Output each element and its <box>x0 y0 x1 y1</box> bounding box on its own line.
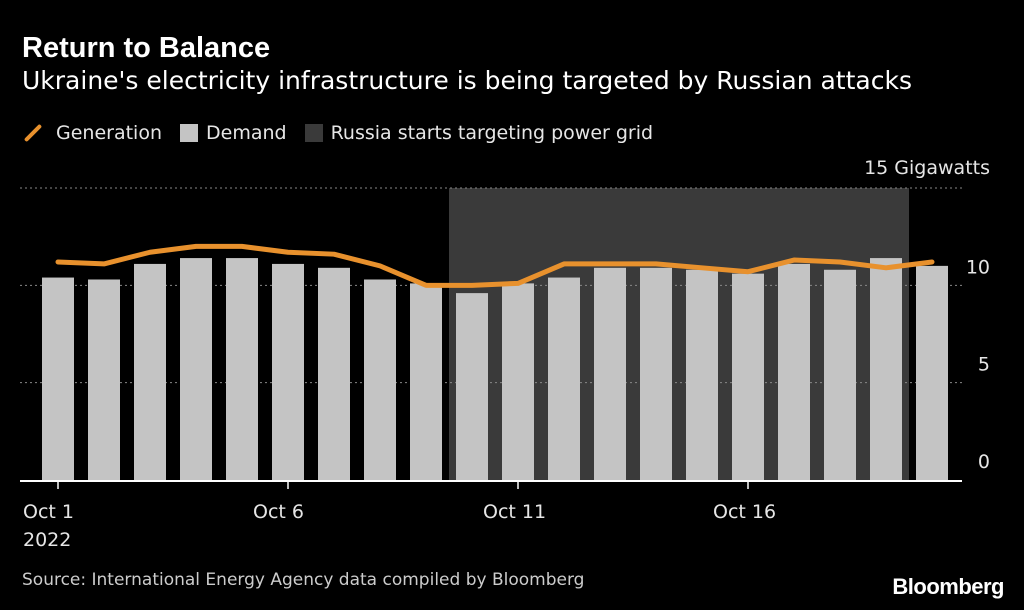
y-tick-label: 10 <box>966 256 990 278</box>
demand-bar <box>824 269 856 480</box>
demand-bar <box>364 279 396 480</box>
demand-bar <box>870 258 902 480</box>
demand-bar <box>88 279 120 480</box>
legend-label-generation: Generation <box>56 122 162 144</box>
demand-bar <box>410 283 442 480</box>
legend: Generation Demand Russia starts targetin… <box>22 119 671 147</box>
demand-bar <box>732 273 764 480</box>
demand-bar <box>42 277 74 480</box>
y-tick-label: 15 Gigawatts <box>864 157 990 179</box>
demand-bar <box>548 277 580 480</box>
demand-bar <box>318 267 350 480</box>
x-tick-label: Oct 11 <box>483 501 546 523</box>
demand-bar <box>456 293 488 480</box>
legend-label-demand: Demand <box>206 122 287 144</box>
demand-bar <box>916 265 948 480</box>
legend-item-shade: Russia starts targeting power grid <box>304 122 654 144</box>
demand-bar <box>594 267 626 480</box>
demand-bar <box>226 258 258 480</box>
x-tick-label: Oct 1 <box>23 501 74 523</box>
legend-item-generation: Generation <box>22 122 162 144</box>
demand-bar <box>502 283 534 480</box>
demand-bar <box>778 263 810 480</box>
x-tick-label: Oct 6 <box>253 501 304 523</box>
y-tick-label: 5 <box>978 354 990 376</box>
y-tick-label: 0 <box>978 451 990 473</box>
shade-swatch-icon <box>304 124 323 142</box>
legend-item-demand: Demand <box>180 122 287 144</box>
x-tick-label: Oct 16 <box>713 501 776 523</box>
chart-title: Return to Balance <box>22 32 271 64</box>
demand-swatch-icon <box>180 124 198 142</box>
demand-bar <box>686 269 718 480</box>
bloomberg-logo: Bloomberg <box>892 574 1004 599</box>
demand-bar <box>272 263 304 480</box>
legend-label-shade: Russia starts targeting power grid <box>330 122 654 144</box>
demand-bar <box>180 258 212 480</box>
generation-line <box>55 243 935 288</box>
source-note: Source: International Energy Agency data… <box>22 570 585 590</box>
chart-plot: 15 Gigawatts 10 5 0 Oct 1 2022 Oct 6 Oct 11 Oct… <box>20 157 990 551</box>
x-tick-sublabel: 2022 <box>23 529 71 551</box>
chart-subtitle: Ukraine's electricity infrastructure is … <box>22 66 912 95</box>
demand-bar <box>134 263 166 480</box>
demand-bar <box>640 267 672 480</box>
